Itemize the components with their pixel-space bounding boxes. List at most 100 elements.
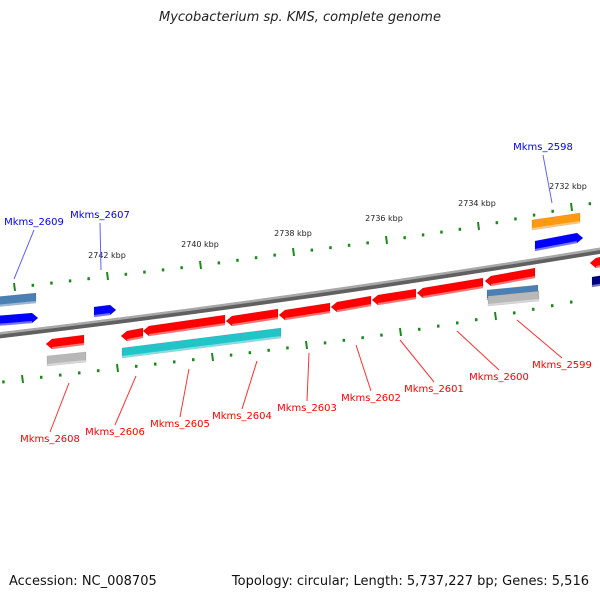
accession-text: Accession: NC_008705: [9, 574, 157, 589]
reverse-leader-line: [241, 360, 258, 410]
lower-track-minor-tick: [475, 318, 478, 322]
lower-track-minor-tick: [267, 348, 270, 352]
upper-track-minor-tick: [551, 209, 554, 213]
lower-track-minor-tick: [513, 311, 516, 315]
gene-mkms-2608-highlight: [51, 343, 85, 349]
gene-partial-right-highlight: [595, 265, 600, 268]
gene-mkms-2606-highlight: [126, 336, 144, 341]
lower-track-major-tick: [494, 311, 497, 321]
gene-mkms-2601-highlight: [377, 297, 417, 305]
upper-track-major-tick: [106, 271, 109, 281]
reverse-gene-label: Mkms_2606: [85, 427, 145, 438]
lower-track-minor-tick: [173, 360, 176, 364]
gene-mkms-2601: [371, 288, 417, 306]
upper-track-minor-tick: [495, 221, 499, 225]
gene-mkms-2608-feature-highlight: [46, 360, 87, 366]
lower-track-minor-tick: [361, 336, 364, 340]
lower-track-major-tick: [305, 340, 308, 350]
gene-mkms-2599-feature-2: [487, 290, 540, 307]
lower-track-minor-tick: [59, 373, 62, 377]
lower-track-minor-tick: [323, 341, 327, 345]
upper-track-minor-tick: [532, 213, 536, 217]
forward-leader-line: [99, 222, 102, 271]
gene-mkms-2598-highlight: [534, 241, 578, 251]
upper-track-minor-tick: [87, 277, 90, 281]
gene-mkms-2604-highlight: [231, 317, 279, 326]
backbone-shadow: [0, 247, 600, 339]
upper-track-minor-tick: [588, 202, 592, 206]
reverse-leader-line: [179, 368, 190, 418]
gene-mkms-2603: [278, 302, 331, 321]
lower-track-major-tick: [21, 374, 24, 384]
upper-track-minor-tick: [403, 236, 406, 240]
upper-track-minor-tick: [366, 241, 369, 245]
upper-track-minor-tick: [236, 258, 239, 262]
reverse-gene-label: Mkms_2601: [404, 384, 464, 395]
reverse-gene-label: Mkms_2608: [20, 434, 80, 445]
lower-track-minor-tick: [40, 375, 43, 379]
gene-mkms-2605-feature: [121, 327, 282, 359]
gene-mkms-2605: [142, 314, 226, 337]
kbp-tick-label: 2736 kbp: [365, 214, 403, 223]
gene-mkms-2609-highlight: [0, 321, 33, 326]
lower-track-minor-tick: [135, 364, 138, 368]
gene-mkms-2607: [93, 304, 117, 318]
upper-track-minor-tick: [143, 270, 146, 274]
forward-gene-label: Mkms_2598: [513, 142, 573, 153]
lower-track-minor-tick: [97, 369, 100, 373]
gene-mkms-2599: [484, 267, 536, 287]
lower-track-minor-tick: [286, 346, 289, 350]
gene-mkms-2598-feature: [531, 212, 581, 231]
lower-track-major-tick: [116, 363, 119, 373]
gene-mkms-2600-highlight: [422, 286, 484, 298]
gene-mkms-2600: [416, 277, 484, 299]
upper-track-minor-tick: [124, 272, 128, 276]
gene-partial-right: [589, 256, 600, 269]
lower-track-minor-tick: [342, 338, 346, 342]
gene-mkms-2598: [534, 232, 584, 252]
gene-mkms-2606: [120, 327, 144, 342]
lower-track-minor-tick: [192, 358, 195, 362]
lower-track-minor-tick: [532, 307, 535, 311]
gene-partial-navy-highlight: [591, 283, 600, 287]
upper-track-minor-tick: [458, 227, 462, 231]
upper-track-major-tick: [292, 247, 295, 257]
lower-track-minor-tick: [418, 327, 421, 331]
reverse-gene-label: Mkms_2605: [150, 419, 210, 430]
reverse-gene-label: Mkms_2602: [341, 393, 401, 404]
upper-track-minor-tick: [217, 261, 221, 265]
upper-track-minor-tick: [421, 233, 425, 237]
gene-mkms-2608-feature: [46, 351, 87, 367]
gene-partial-navy: [591, 275, 600, 288]
reverse-leader-line: [355, 344, 372, 392]
map-title: Mycobacterium sp. KMS, complete genome: [159, 10, 441, 25]
reverse-leader-line: [399, 339, 435, 383]
reverse-leader-line: [456, 330, 500, 371]
kbp-tick-label: 2742 kbp: [88, 251, 126, 260]
reverse-gene-label: Mkms_2603: [277, 403, 337, 414]
forward-gene-label: Mkms_2607: [70, 210, 130, 221]
upper-track-minor-tick: [31, 283, 35, 287]
lower-track-minor-tick: [570, 300, 573, 304]
gene-mkms-2603-highlight: [284, 311, 331, 320]
upper-track-minor-tick: [273, 253, 276, 257]
forward-leader-line: [542, 154, 553, 204]
gene-mkms-2609: [0, 312, 39, 326]
backbone: [0, 247, 600, 335]
gene-mkms-2602: [330, 295, 372, 313]
kbp-tick-label: 2740 kbp: [181, 240, 219, 249]
lower-track-minor-tick: [154, 362, 157, 366]
reverse-leader-line: [114, 375, 137, 426]
gene-mkms-2599-highlight: [490, 276, 536, 286]
forward-leader-line: [13, 229, 35, 280]
gene-mkms-2598-feature-highlight: [531, 221, 581, 230]
gene-mkms-2599-feature-2-highlight: [487, 299, 540, 306]
reverse-leader-line: [306, 352, 310, 402]
upper-track-minor-tick: [254, 256, 258, 260]
reverse-leader-line: [516, 319, 563, 359]
gene-mkms-2605-feature-highlight: [121, 336, 282, 358]
forward-gene-label: Mkms_2609: [4, 217, 64, 228]
lower-track-minor-tick: [78, 371, 81, 375]
upper-track-minor-tick: [310, 248, 314, 252]
